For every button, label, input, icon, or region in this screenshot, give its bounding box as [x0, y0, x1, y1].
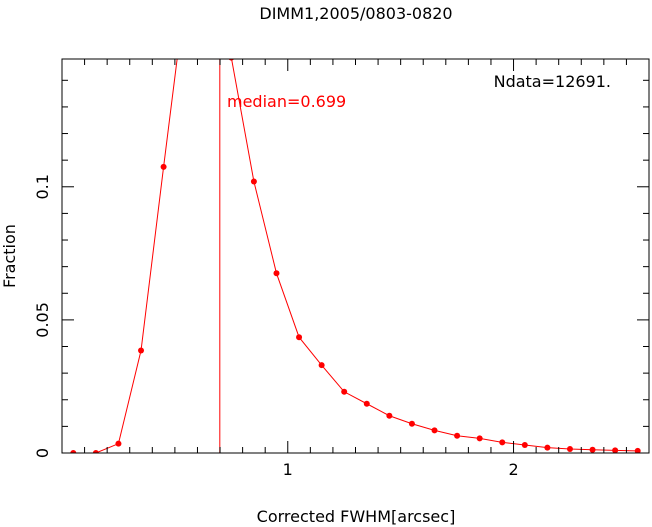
plot-frame	[61, 58, 650, 454]
median-label: median=0.699	[227, 92, 346, 111]
data-point	[138, 347, 145, 354]
data-point	[92, 450, 99, 453]
ndata-annotation: Ndata=12691.	[494, 72, 611, 91]
data-point	[273, 270, 280, 277]
data-point	[612, 447, 619, 453]
data-point	[296, 334, 303, 341]
x-tick-label: 1	[283, 460, 293, 479]
data-point	[363, 400, 370, 407]
data-point	[499, 439, 506, 446]
y-tick-label: 0	[33, 448, 52, 458]
data-point	[250, 178, 257, 185]
chart-title: DIMM1,2005/0803-0820	[259, 4, 452, 23]
data-point	[544, 444, 551, 451]
data-point	[408, 420, 415, 427]
data-point	[228, 59, 235, 61]
data-point	[386, 412, 393, 419]
y-axis-label: Fraction	[0, 224, 19, 288]
data-point	[476, 435, 483, 442]
x-axis-label: Corrected FWHM[arcsec]	[257, 507, 456, 526]
data-point	[454, 432, 461, 439]
y-tick-label: 0.1	[33, 174, 52, 199]
x-tick-label: 2	[508, 460, 518, 479]
data-point	[318, 362, 325, 369]
data-point	[70, 450, 77, 453]
data-point	[115, 440, 122, 447]
data-point	[431, 427, 438, 434]
series-line	[73, 59, 638, 453]
data-point	[160, 163, 167, 170]
data-point	[521, 442, 528, 449]
data-point	[634, 447, 641, 453]
y-tick-label: 0.05	[33, 302, 52, 338]
data-point	[589, 446, 596, 453]
data-point	[341, 388, 348, 395]
data-point	[566, 446, 573, 453]
